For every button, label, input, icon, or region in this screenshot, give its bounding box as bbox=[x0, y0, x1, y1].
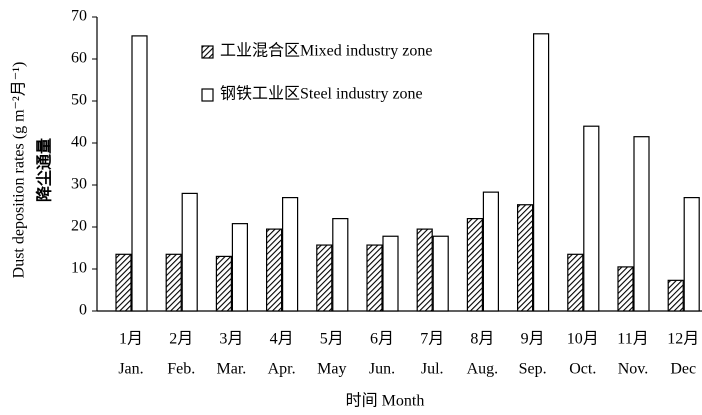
x-tick-label: 3月 bbox=[219, 331, 243, 348]
x-tick-label: Apr. bbox=[268, 361, 296, 378]
x-tick-label: 11月 bbox=[617, 331, 648, 348]
y-axis-label-zh: 降尘通量 bbox=[35, 138, 54, 202]
x-tick-label: 7月 bbox=[420, 331, 444, 348]
bar bbox=[516, 204, 534, 312]
bar bbox=[416, 228, 433, 312]
bar bbox=[466, 218, 483, 312]
x-tick-label: Dec bbox=[670, 361, 696, 378]
x-tick-label: 6月 bbox=[370, 331, 394, 348]
bar bbox=[617, 266, 634, 312]
legend-label: 钢铁工业区Steel industry zone bbox=[220, 85, 423, 103]
x-tick-label: 8月 bbox=[470, 331, 494, 348]
bar bbox=[181, 192, 198, 312]
x-axis-label: 时间 Month bbox=[346, 392, 425, 410]
bar bbox=[432, 235, 449, 312]
bar bbox=[332, 218, 349, 312]
y-axis-label: Dust deposition rates (g m⁻²月⁻¹) bbox=[11, 62, 28, 279]
x-tick-label: 5月 bbox=[320, 331, 344, 348]
y-tick-label: 30 bbox=[71, 176, 87, 193]
y-tick-label: 60 bbox=[71, 50, 87, 67]
bar bbox=[215, 255, 232, 312]
x-tick-label: 4月 bbox=[270, 331, 294, 348]
y-tick-label: 50 bbox=[71, 92, 87, 109]
bar bbox=[382, 235, 399, 312]
x-tick-label: Jul. bbox=[421, 361, 444, 378]
bar bbox=[231, 223, 248, 312]
x-tick-label: 9月 bbox=[521, 331, 545, 348]
y-tick-label: 0 bbox=[79, 302, 87, 319]
bar bbox=[115, 253, 132, 312]
bar bbox=[583, 125, 600, 312]
legend-swatch bbox=[201, 45, 214, 59]
bar bbox=[316, 244, 333, 312]
bar bbox=[567, 253, 584, 312]
y-tick-label: 10 bbox=[71, 260, 87, 277]
legend-label: 工业混合区Mixed industry zone bbox=[220, 42, 432, 60]
y-tick-label: 40 bbox=[71, 134, 87, 151]
bar bbox=[683, 197, 700, 312]
x-tick-label: 2月 bbox=[169, 331, 193, 348]
x-tick-label: 1月 bbox=[119, 331, 143, 348]
x-tick-label: Aug. bbox=[467, 361, 499, 378]
x-tick-label: Jan. bbox=[118, 361, 143, 378]
bar bbox=[532, 33, 550, 312]
bar bbox=[667, 279, 684, 312]
bar bbox=[366, 244, 383, 312]
x-tick-label: 12月 bbox=[667, 331, 699, 348]
y-tick-label: 20 bbox=[71, 218, 87, 235]
x-tick-label: Sep. bbox=[519, 361, 547, 378]
x-tick-label: May bbox=[317, 361, 346, 378]
x-tick-label: Jun. bbox=[369, 361, 395, 378]
x-tick-label: Feb. bbox=[167, 361, 195, 378]
bar bbox=[482, 191, 499, 312]
bar bbox=[633, 136, 650, 312]
x-tick-label: 10月 bbox=[567, 331, 599, 348]
legend-swatch bbox=[201, 88, 214, 102]
x-tick-label: Mar. bbox=[217, 361, 247, 378]
y-tick-label: 70 bbox=[71, 8, 87, 25]
bar bbox=[282, 197, 299, 312]
bar bbox=[266, 228, 283, 312]
x-tick-label: Oct. bbox=[569, 361, 596, 378]
bar bbox=[131, 35, 148, 312]
bar bbox=[165, 253, 182, 312]
x-tick-label: Nov. bbox=[618, 361, 649, 378]
